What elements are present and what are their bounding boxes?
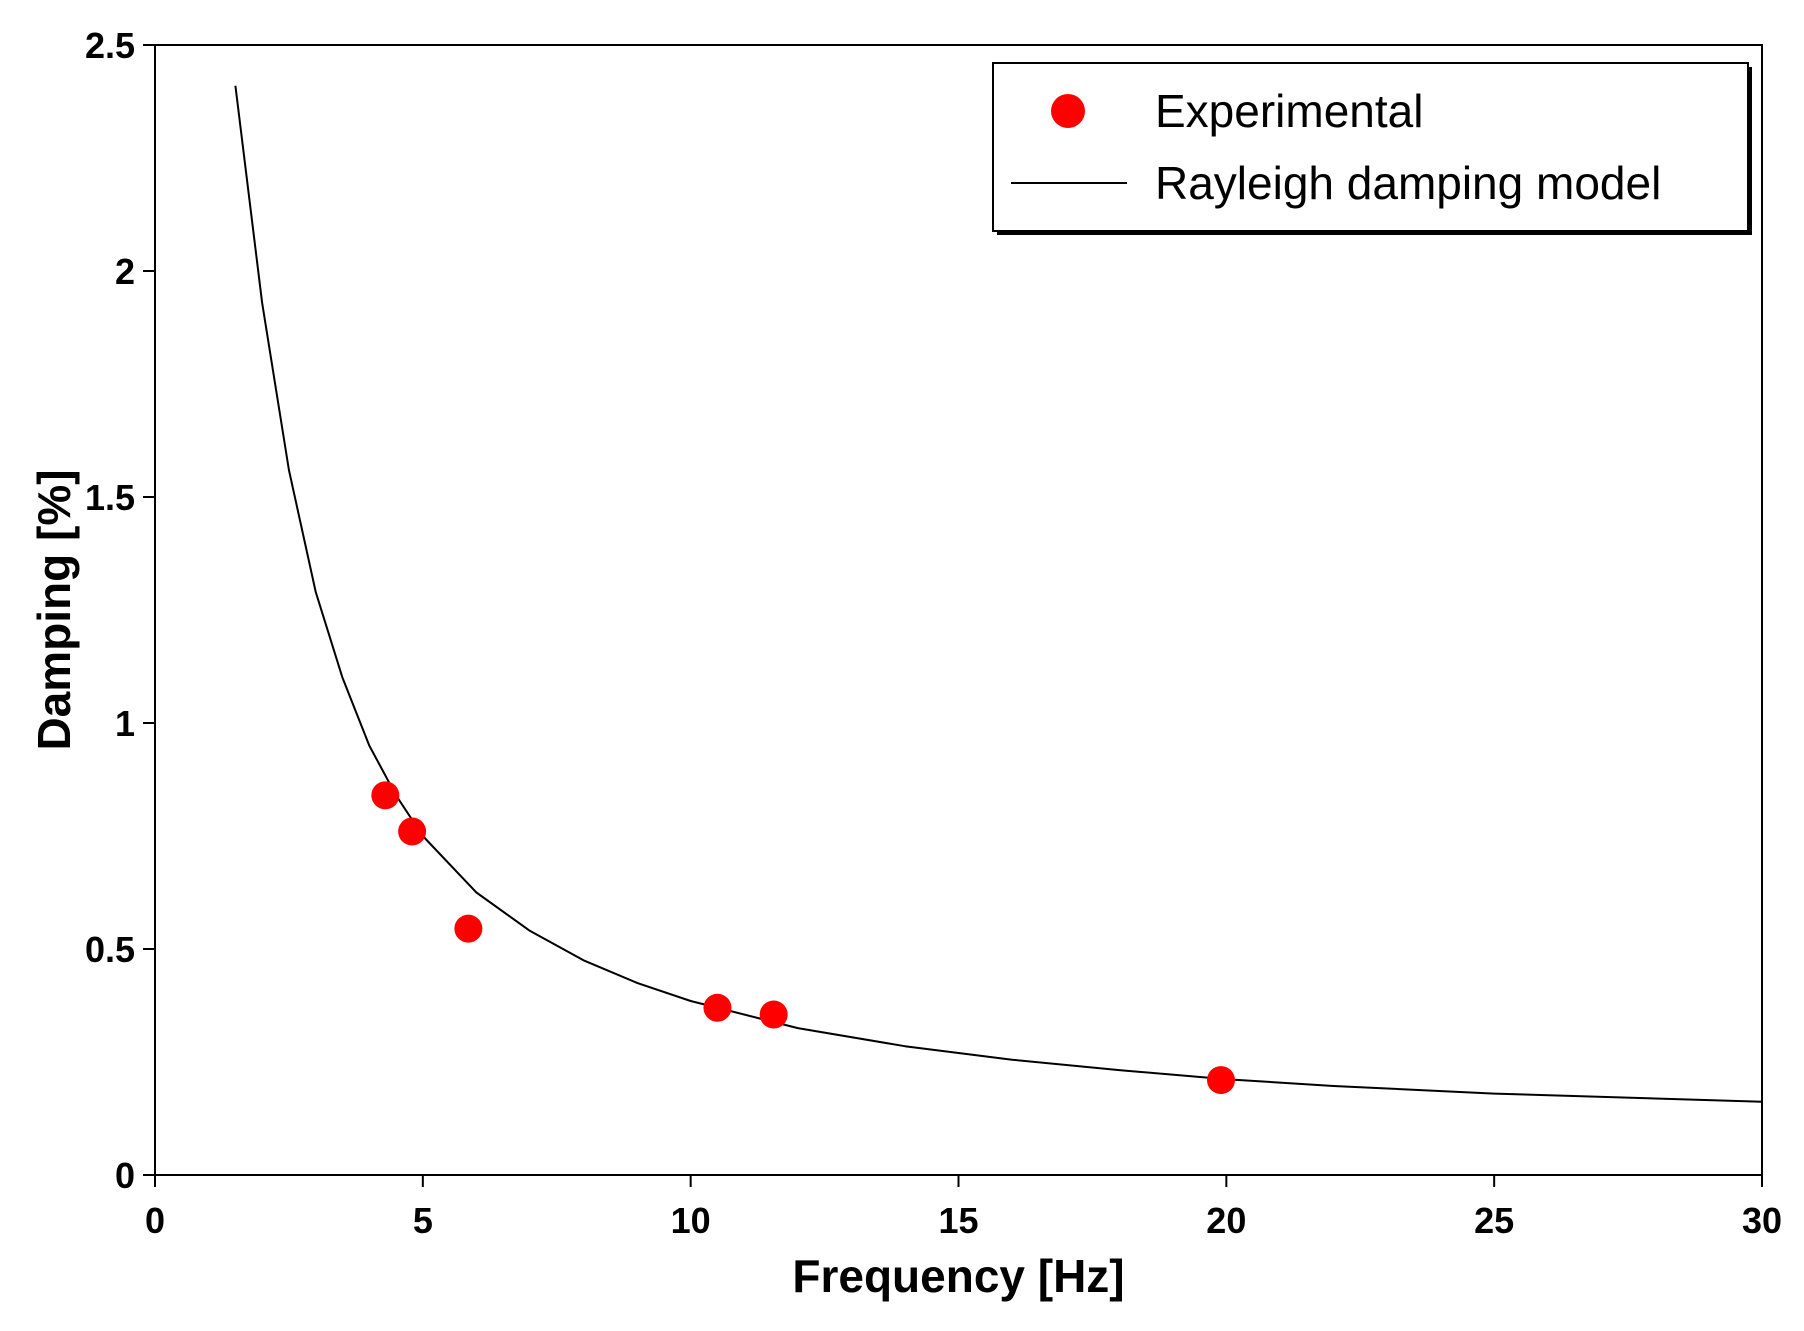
rayleigh-model-curve (234, 85, 1763, 1103)
x-tick-label: 30 (1742, 1200, 1782, 1241)
x-tick-label: 10 (671, 1200, 711, 1241)
y-tick-label: 0 (115, 1155, 135, 1196)
legend-label-experimental: Experimental (1155, 85, 1423, 137)
y-tick-label: 1 (115, 703, 135, 744)
points-layer (371, 781, 1235, 1095)
y-axis-title: Damping [%] (28, 469, 80, 750)
x-tick-label: 5 (413, 1200, 433, 1241)
x-tick-label: 0 (145, 1200, 165, 1241)
experimental-point (371, 781, 400, 810)
legend-marker-experimental (1051, 94, 1085, 128)
x-tick-label: 15 (938, 1200, 978, 1241)
y-tick-label: 0.5 (85, 929, 135, 970)
experimental-point (759, 1000, 788, 1029)
y-tick-label: 2.5 (85, 25, 135, 66)
x-axis-title: Frequency [Hz] (792, 1250, 1124, 1302)
experimental-point (1206, 1066, 1235, 1095)
y-tick-label: 1.5 (85, 477, 135, 518)
experimental-point (703, 993, 732, 1022)
legend: Experimental Rayleigh damping model (992, 62, 1752, 235)
x-tick-label: 25 (1474, 1200, 1514, 1241)
experimental-point (454, 914, 483, 943)
axis-ticks: 0 5 10 15 20 25 30 0 0.5 1 1.5 2 2.5 (85, 25, 1782, 1241)
legend-label-rayleigh: Rayleigh damping model (1155, 157, 1661, 209)
experimental-point (398, 817, 427, 846)
curve-layer (234, 85, 1763, 1103)
y-tick-label: 2 (115, 251, 135, 292)
legend-box (992, 62, 1749, 232)
x-tick-label: 20 (1206, 1200, 1246, 1241)
